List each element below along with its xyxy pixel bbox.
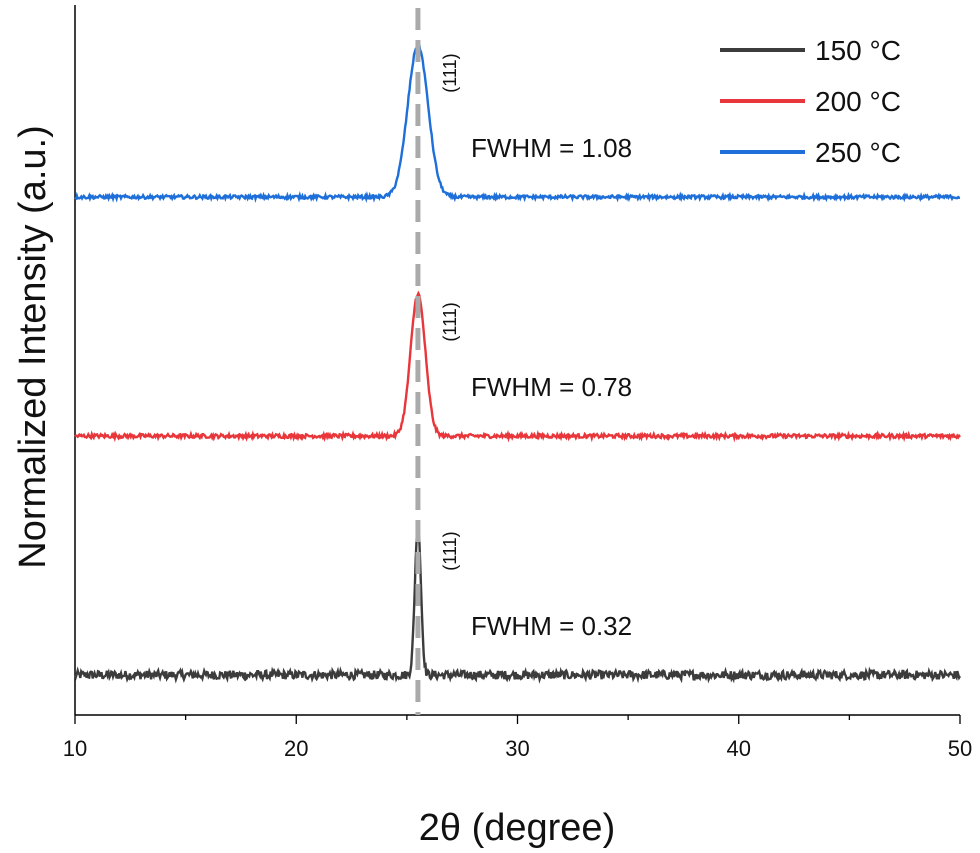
annotations: (111) FWHM = 0.32 (111) FWHM = 0.78 (111) FWH…: [415, 8, 632, 715]
x-tick-label: 20: [284, 736, 308, 761]
legend-label: 150 °C: [815, 35, 901, 66]
x-tick-label: 10: [63, 736, 87, 761]
fwhm-label: FWHM = 0.78: [471, 372, 632, 402]
series-line-3: [74, 42, 961, 203]
peak-label: (111): [440, 53, 460, 92]
x-tick-label: 30: [505, 736, 529, 761]
fwhm-label: FWHM = 1.08: [471, 133, 632, 163]
legend: 150 °C 200 °C 250 °C: [720, 35, 901, 168]
traces: [73, 42, 962, 684]
x-tick-label: 50: [948, 736, 972, 761]
x-axis-title: 2θ (degree): [419, 807, 615, 849]
fwhm-label: FWHM = 0.32: [471, 611, 632, 641]
series-line-1: [73, 522, 962, 684]
x-tick-label: 40: [727, 736, 751, 761]
peak-label: (111): [440, 531, 460, 570]
series-line-2: [74, 290, 961, 443]
legend-label: 200 °C: [815, 86, 901, 117]
legend-label: 250 °C: [815, 137, 901, 168]
x-axis-ticks: 10 20 30 40 50: [63, 715, 972, 761]
peak-label: (111): [440, 302, 460, 341]
y-axis-title: Normalized Intensity (a.u.): [12, 125, 54, 569]
